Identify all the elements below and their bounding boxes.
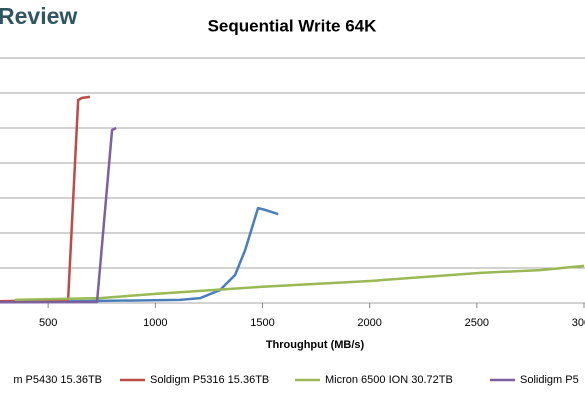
series-line xyxy=(14,264,585,302)
brand-logo: Review xyxy=(0,3,77,29)
series-line xyxy=(0,95,91,303)
series-line xyxy=(0,206,279,304)
x-tick-label: 2000 xyxy=(357,317,381,329)
legend-label: m P5430 15.36TB xyxy=(13,374,102,386)
x-tick-label: 500 xyxy=(39,317,57,329)
legend-label: Solidigm P5 xyxy=(520,374,579,386)
x-tick-label: 1500 xyxy=(250,317,274,329)
chart-title: Sequential Write 64K xyxy=(208,16,378,35)
x-tick-label: 3000 xyxy=(572,317,585,329)
legend-label: Soldigm P5316 15.36TB xyxy=(150,374,269,386)
legend-label: Micron 6500 ION 30.72TB xyxy=(325,374,453,386)
x-tick-label: 1000 xyxy=(143,317,167,329)
x-tick-label: 2500 xyxy=(465,317,489,329)
x-axis-title: Throughput (MB/s) xyxy=(266,339,365,351)
series-line xyxy=(0,126,117,304)
